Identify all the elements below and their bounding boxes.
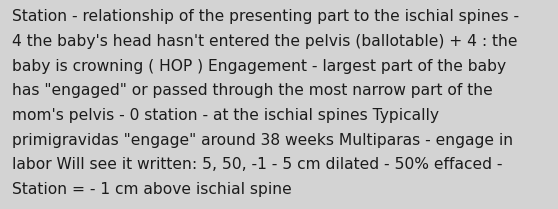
Text: has "engaged" or passed through the most narrow part of the: has "engaged" or passed through the most…: [12, 83, 493, 98]
Text: Station - relationship of the presenting part to the ischial spines -: Station - relationship of the presenting…: [12, 9, 519, 24]
Text: baby is crowning ( HOP ) Engagement - largest part of the baby: baby is crowning ( HOP ) Engagement - la…: [12, 59, 507, 74]
Text: labor Will see it written: 5, 50, -1 - 5 cm dilated - 50% effaced -: labor Will see it written: 5, 50, -1 - 5…: [12, 157, 503, 172]
Text: primigravidas "engage" around 38 weeks Multiparas - engage in: primigravidas "engage" around 38 weeks M…: [12, 133, 513, 148]
Text: Station = - 1 cm above ischial spine: Station = - 1 cm above ischial spine: [12, 182, 292, 197]
Text: mom's pelvis - 0 station - at the ischial spines Typically: mom's pelvis - 0 station - at the ischia…: [12, 108, 439, 123]
Text: 4 the baby's head hasn't entered the pelvis (ballotable) + 4 : the: 4 the baby's head hasn't entered the pel…: [12, 34, 518, 49]
